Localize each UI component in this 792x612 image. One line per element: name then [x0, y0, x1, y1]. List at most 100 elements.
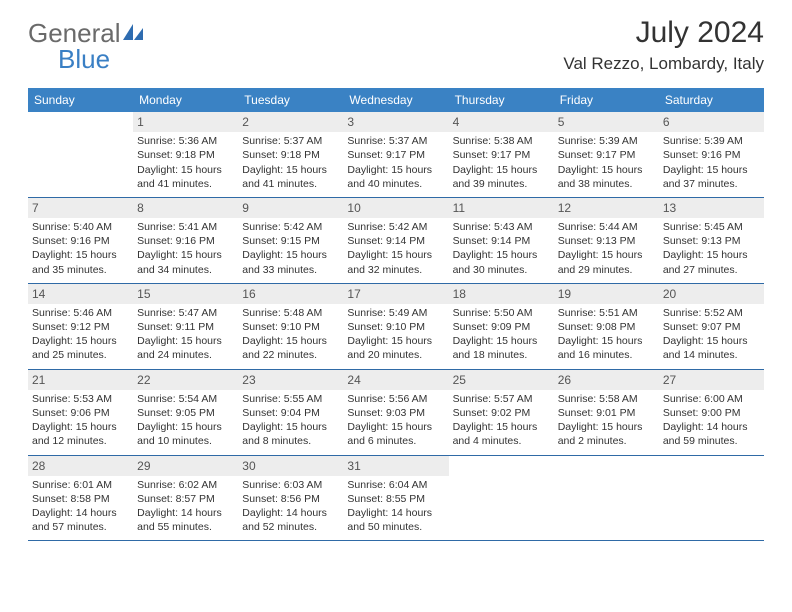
sunrise-text: Sunrise: 5:51 AM: [558, 306, 655, 320]
day-cell: 28Sunrise: 6:01 AMSunset: 8:58 PMDayligh…: [28, 456, 133, 541]
sunrise-text: Sunrise: 6:01 AM: [32, 478, 129, 492]
daylight-text: Daylight: 14 hours and 57 minutes.: [32, 506, 129, 534]
sunset-text: Sunset: 8:58 PM: [32, 492, 129, 506]
sunset-text: Sunset: 9:14 PM: [347, 234, 444, 248]
day-cell: 10Sunrise: 5:42 AMSunset: 9:14 PMDayligh…: [343, 198, 448, 283]
week-row: 21Sunrise: 5:53 AMSunset: 9:06 PMDayligh…: [28, 370, 764, 456]
sunrise-text: Sunrise: 5:42 AM: [242, 220, 339, 234]
day-number: 12: [554, 198, 659, 218]
sunset-text: Sunset: 9:16 PM: [137, 234, 234, 248]
daylight-text: Daylight: 15 hours and 25 minutes.: [32, 334, 129, 362]
day-number: 11: [449, 198, 554, 218]
day-cell: 23Sunrise: 5:55 AMSunset: 9:04 PMDayligh…: [238, 370, 343, 455]
sunset-text: Sunset: 9:17 PM: [453, 148, 550, 162]
day-number: 4: [449, 112, 554, 132]
sunrise-text: Sunrise: 6:00 AM: [663, 392, 760, 406]
week-row: 14Sunrise: 5:46 AMSunset: 9:12 PMDayligh…: [28, 284, 764, 370]
day-number: 15: [133, 284, 238, 304]
daylight-text: Daylight: 15 hours and 40 minutes.: [347, 163, 444, 191]
day-cell: 3Sunrise: 5:37 AMSunset: 9:17 PMDaylight…: [343, 112, 448, 197]
weeks-container: 1Sunrise: 5:36 AMSunset: 9:18 PMDaylight…: [28, 112, 764, 541]
day-cell: 7Sunrise: 5:40 AMSunset: 9:16 PMDaylight…: [28, 198, 133, 283]
day-cell: 1Sunrise: 5:36 AMSunset: 9:18 PMDaylight…: [133, 112, 238, 197]
day-number: 6: [659, 112, 764, 132]
week-row: 1Sunrise: 5:36 AMSunset: 9:18 PMDaylight…: [28, 112, 764, 198]
title-block: July 2024 Val Rezzo, Lombardy, Italy: [563, 18, 764, 74]
daylight-text: Daylight: 14 hours and 59 minutes.: [663, 420, 760, 448]
day-cell: 16Sunrise: 5:48 AMSunset: 9:10 PMDayligh…: [238, 284, 343, 369]
daylight-text: Daylight: 15 hours and 4 minutes.: [453, 420, 550, 448]
day-number: 27: [659, 370, 764, 390]
day-cell: 13Sunrise: 5:45 AMSunset: 9:13 PMDayligh…: [659, 198, 764, 283]
day-number: 29: [133, 456, 238, 476]
day-cell: 30Sunrise: 6:03 AMSunset: 8:56 PMDayligh…: [238, 456, 343, 541]
sunrise-text: Sunrise: 5:53 AM: [32, 392, 129, 406]
sunrise-text: Sunrise: 5:47 AM: [137, 306, 234, 320]
daylight-text: Daylight: 15 hours and 12 minutes.: [32, 420, 129, 448]
day-number: 3: [343, 112, 448, 132]
day-cell: [659, 456, 764, 541]
sunrise-text: Sunrise: 5:52 AM: [663, 306, 760, 320]
sunset-text: Sunset: 9:09 PM: [453, 320, 550, 334]
sunset-text: Sunset: 9:05 PM: [137, 406, 234, 420]
day-number: 20: [659, 284, 764, 304]
daylight-text: Daylight: 15 hours and 2 minutes.: [558, 420, 655, 448]
daylight-text: Daylight: 15 hours and 33 minutes.: [242, 248, 339, 276]
daylight-text: Daylight: 14 hours and 50 minutes.: [347, 506, 444, 534]
day-cell: 15Sunrise: 5:47 AMSunset: 9:11 PMDayligh…: [133, 284, 238, 369]
day-number: 17: [343, 284, 448, 304]
brand-part2: Blue: [58, 44, 110, 75]
day-number: 26: [554, 370, 659, 390]
daylight-text: Daylight: 15 hours and 10 minutes.: [137, 420, 234, 448]
sunset-text: Sunset: 9:10 PM: [242, 320, 339, 334]
day-cell: 21 Sunrise: 5:53 AMSunset: 9:06 PMDayligh…: [28, 370, 133, 455]
day-number: 9: [238, 198, 343, 218]
day-number: 14: [28, 284, 133, 304]
sunrise-text: Sunrise: 5:57 AM: [453, 392, 550, 406]
sunset-text: Sunset: 9:06 PM: [32, 406, 129, 420]
calendar-table: Sunday Monday Tuesday Wednesday Thursday…: [28, 88, 764, 541]
day-number: 10: [343, 198, 448, 218]
day-cell: 11Sunrise: 5:43 AMSunset: 9:14 PMDayligh…: [449, 198, 554, 283]
sunset-text: Sunset: 9:02 PM: [453, 406, 550, 420]
week-row: 7Sunrise: 5:40 AMSunset: 9:16 PMDaylight…: [28, 198, 764, 284]
day-number: 30: [238, 456, 343, 476]
sunset-text: Sunset: 9:16 PM: [32, 234, 129, 248]
day-number: 24: [343, 370, 448, 390]
sunset-text: Sunset: 9:04 PM: [242, 406, 339, 420]
daylight-text: Daylight: 15 hours and 37 minutes.: [663, 163, 760, 191]
day-cell: 20 Sunrise: 5:52 AMSunset: 9:07 PMDayligh…: [659, 284, 764, 369]
day-cell: [554, 456, 659, 541]
sunset-text: Sunset: 9:03 PM: [347, 406, 444, 420]
sunset-text: Sunset: 9:12 PM: [32, 320, 129, 334]
day-number: 5: [554, 112, 659, 132]
daylight-text: Daylight: 15 hours and 24 minutes.: [137, 334, 234, 362]
daylight-text: Daylight: 14 hours and 52 minutes.: [242, 506, 339, 534]
day-number: 25: [449, 370, 554, 390]
sunrise-text: Sunrise: 5:39 AM: [663, 134, 760, 148]
day-cell: [28, 112, 133, 197]
day-cell: 24Sunrise: 5:56 AMSunset: 9:03 PMDayligh…: [343, 370, 448, 455]
sunset-text: Sunset: 9:14 PM: [453, 234, 550, 248]
weekday-header-row: Sunday Monday Tuesday Wednesday Thursday…: [28, 88, 764, 112]
sunset-text: Sunset: 9:15 PM: [242, 234, 339, 248]
sunset-text: Sunset: 9:07 PM: [663, 320, 760, 334]
weekday-header: Saturday: [659, 88, 764, 112]
sunrise-text: Sunrise: 5:41 AM: [137, 220, 234, 234]
daylight-text: Daylight: 15 hours and 14 minutes.: [663, 334, 760, 362]
sunset-text: Sunset: 8:57 PM: [137, 492, 234, 506]
day-cell: 29Sunrise: 6:02 AMSunset: 8:57 PMDayligh…: [133, 456, 238, 541]
day-number: 22: [133, 370, 238, 390]
sunset-text: Sunset: 9:00 PM: [663, 406, 760, 420]
sunrise-text: Sunrise: 5:42 AM: [347, 220, 444, 234]
day-number: 7: [28, 198, 133, 218]
day-number: 19: [554, 284, 659, 304]
day-number: 21: [28, 370, 133, 390]
day-number: 31: [343, 456, 448, 476]
weekday-header: Monday: [133, 88, 238, 112]
sunrise-text: Sunrise: 6:03 AM: [242, 478, 339, 492]
weekday-header: Friday: [554, 88, 659, 112]
sunset-text: Sunset: 9:13 PM: [663, 234, 760, 248]
day-cell: 4Sunrise: 5:38 AMSunset: 9:17 PMDaylight…: [449, 112, 554, 197]
daylight-text: Daylight: 15 hours and 6 minutes.: [347, 420, 444, 448]
